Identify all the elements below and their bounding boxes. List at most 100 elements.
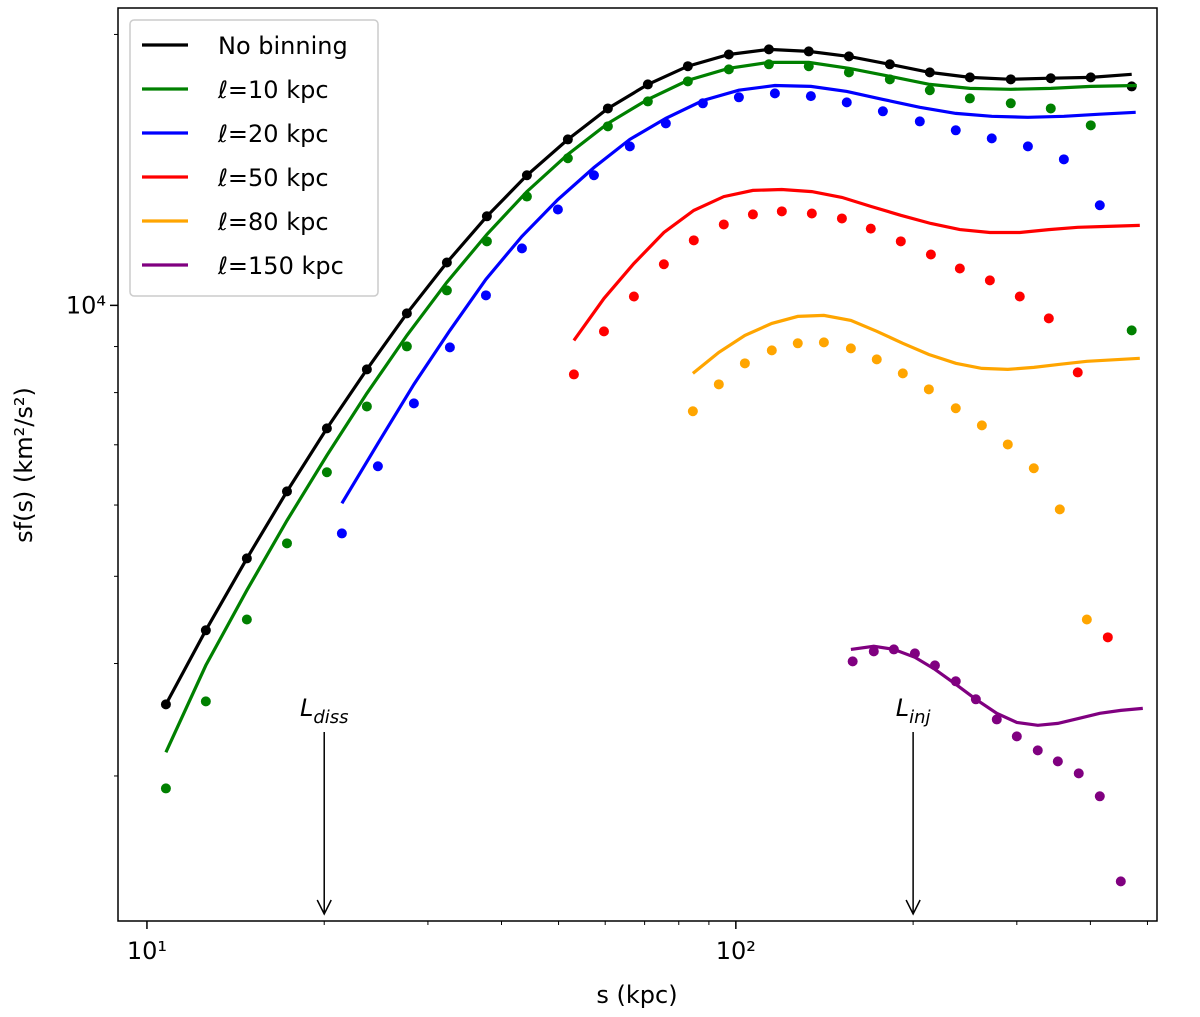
series-line: [850, 644, 1143, 727]
legend-box: [129, 19, 379, 297]
series-marker: [1005, 98, 1016, 109]
series-marker: [160, 699, 171, 710]
series-marker: [1058, 154, 1069, 165]
series-marker: [1022, 141, 1033, 152]
legend-label: ℓ=10 kpc: [217, 76, 329, 104]
series-marker: [1032, 745, 1043, 756]
series-marker: [516, 243, 527, 254]
series-marker: [682, 61, 693, 72]
series-marker: [897, 368, 908, 379]
series-marker: [361, 364, 372, 375]
series-line: [572, 187, 1140, 342]
series-marker: [803, 46, 814, 57]
series-marker: [909, 648, 920, 659]
series-marker: [321, 423, 332, 434]
series-marker: [986, 133, 997, 144]
series-marker: [1073, 768, 1084, 779]
annotation-subscript: inj: [909, 707, 930, 728]
series-marker: [970, 694, 981, 705]
annotation-subscript: diss: [313, 707, 348, 728]
series-marker: [321, 467, 332, 478]
series-marker: [792, 338, 803, 349]
series-marker: [843, 51, 854, 62]
series-marker: [1002, 439, 1013, 450]
plot-frame: [117, 7, 1158, 922]
series-marker: [976, 420, 987, 431]
series-marker: [336, 528, 347, 539]
series-marker: [1094, 791, 1105, 802]
series-marker: [950, 403, 961, 414]
series-marker: [766, 345, 777, 356]
series-marker: [658, 259, 669, 270]
legend-label: ℓ=50 kpc: [217, 164, 329, 192]
series-marker: [1094, 200, 1105, 211]
series-marker: [871, 354, 882, 365]
series-marker: [1102, 632, 1113, 643]
series-marker: [991, 714, 1002, 725]
series-marker: [950, 125, 961, 136]
series-marker: [776, 206, 787, 217]
series-marker: [361, 401, 372, 412]
series-line: [691, 313, 1140, 375]
annotation: Ldiss: [300, 694, 349, 728]
series-marker: [568, 369, 579, 380]
legend-label: ℓ=20 kpc: [217, 120, 329, 148]
series-marker: [602, 121, 613, 132]
series-marker: [806, 208, 817, 219]
series-marker: [1043, 313, 1054, 324]
series-marker: [1085, 72, 1096, 83]
series-marker: [888, 644, 899, 655]
series-marker: [924, 67, 935, 78]
series-marker: [1085, 120, 1096, 131]
series-marker: [914, 116, 925, 127]
series-marker: [1126, 325, 1137, 336]
series-marker: [1045, 73, 1056, 84]
series-marker: [241, 614, 252, 625]
series-marker: [1014, 291, 1025, 302]
series-marker: [964, 93, 975, 104]
series-marker: [552, 204, 563, 215]
legend-label: ℓ=80 kpc: [217, 208, 329, 236]
series-marker: [687, 406, 698, 417]
series-marker: [562, 153, 573, 164]
x-axis-label: s (kpc): [596, 981, 677, 1009]
series-marker: [628, 291, 639, 302]
series-marker: [950, 676, 961, 687]
series-marker: [877, 106, 888, 117]
series-marker: [865, 223, 876, 234]
series-marker: [763, 59, 774, 70]
series-marker: [1054, 504, 1065, 515]
series-marker: [401, 341, 412, 352]
series-marker: [481, 236, 492, 247]
series-marker: [964, 72, 975, 83]
y-tick-label: 10⁴: [66, 291, 106, 319]
series-marker: [241, 553, 252, 564]
series-marker: [929, 660, 940, 671]
series-marker: [1052, 756, 1063, 767]
series-marker: [954, 263, 965, 274]
series-marker: [739, 358, 750, 369]
series-marker: [372, 461, 383, 472]
series-marker: [444, 342, 455, 353]
series-marker: [281, 538, 292, 549]
series-marker: [718, 219, 729, 230]
series-marker: [642, 96, 653, 107]
series-marker: [884, 59, 895, 70]
series-marker: [884, 74, 895, 85]
series-marker: [1081, 614, 1092, 625]
series-marker: [1011, 731, 1022, 742]
series-marker: [682, 76, 693, 87]
x-tick-label: 10¹: [127, 937, 167, 965]
series-marker: [1005, 74, 1016, 85]
series-marker: [1045, 103, 1056, 114]
series-marker: [521, 191, 532, 202]
series-marker: [984, 275, 995, 286]
series-marker: [924, 85, 935, 96]
series-marker: [200, 625, 211, 636]
series-marker: [847, 656, 858, 667]
annotation-text: L: [300, 694, 313, 722]
series-marker: [160, 783, 171, 794]
series-marker: [713, 379, 724, 390]
